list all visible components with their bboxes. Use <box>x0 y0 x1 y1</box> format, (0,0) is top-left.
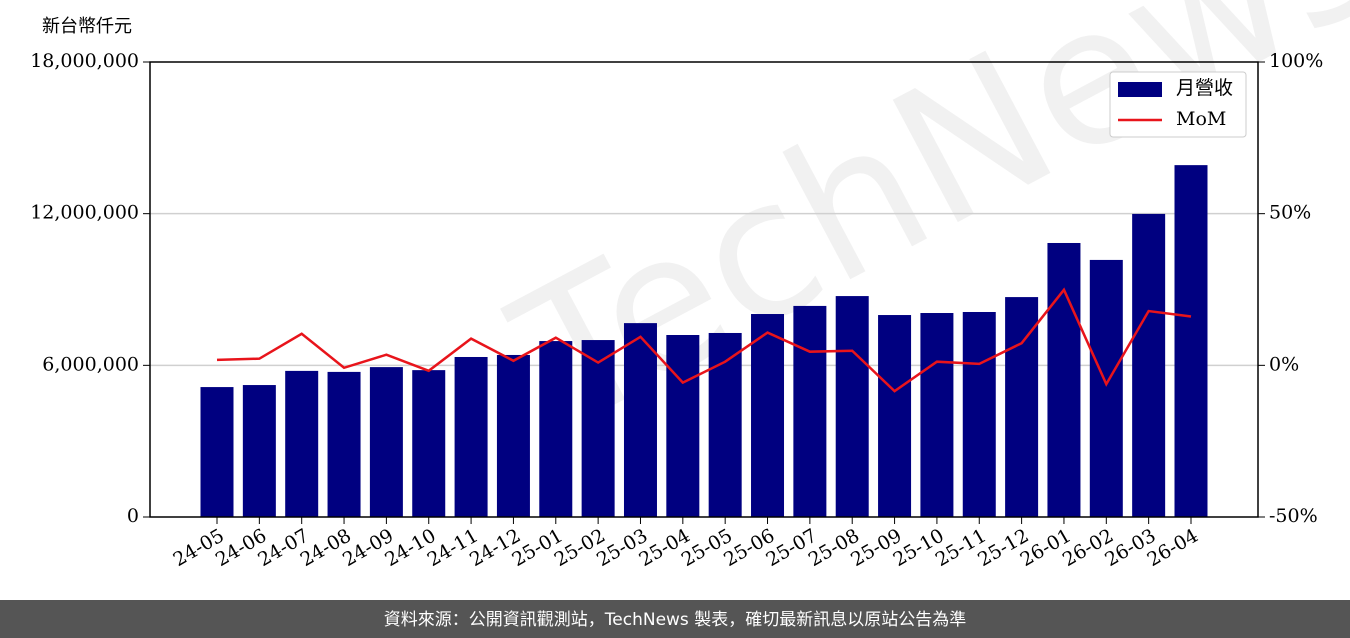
bar <box>242 385 276 517</box>
footer-bar <box>0 600 1350 638</box>
y-axis-label: 新台幣仟元 <box>42 16 132 37</box>
y2-tick-label: 50% <box>1269 202 1311 224</box>
bar <box>1132 213 1166 518</box>
bar <box>539 341 573 517</box>
bar <box>496 354 530 517</box>
legend-label: 月營收 <box>1176 77 1233 99</box>
mom-line <box>216 287 1192 393</box>
bar <box>454 356 488 517</box>
y2-tick-label: 100% <box>1269 50 1323 72</box>
bar <box>878 315 912 517</box>
plot-frame <box>149 61 1259 518</box>
legend-label: MoM <box>1176 108 1226 130</box>
bar <box>1047 242 1081 517</box>
y2-tick-label: -50% <box>1269 505 1318 527</box>
y-tick-label: 6,000,000 <box>42 353 139 375</box>
bar <box>285 370 319 517</box>
bar <box>369 367 403 517</box>
bar <box>751 314 785 517</box>
bar <box>623 323 657 517</box>
bar <box>793 305 827 517</box>
legend-swatch <box>1118 82 1162 97</box>
y2-tick-label: 0% <box>1269 353 1299 375</box>
bar <box>581 340 615 517</box>
bar <box>1005 297 1039 517</box>
y-tick-label: 0 <box>127 505 139 527</box>
bar <box>835 296 869 517</box>
bar <box>1089 259 1123 517</box>
bar <box>920 313 954 517</box>
bar <box>708 332 742 517</box>
bar <box>200 387 234 517</box>
bar <box>1174 165 1208 517</box>
footer: 資料來源：公開資訊觀測站，TechNews 製表，確切最新訊息以原站公告為準 <box>384 610 966 630</box>
bar <box>327 371 361 517</box>
y-tick-label: 18,000,000 <box>30 50 139 72</box>
y-tick-label: 12,000,000 <box>30 202 139 224</box>
bar <box>666 335 700 517</box>
bar <box>962 311 996 517</box>
bar <box>412 370 446 517</box>
